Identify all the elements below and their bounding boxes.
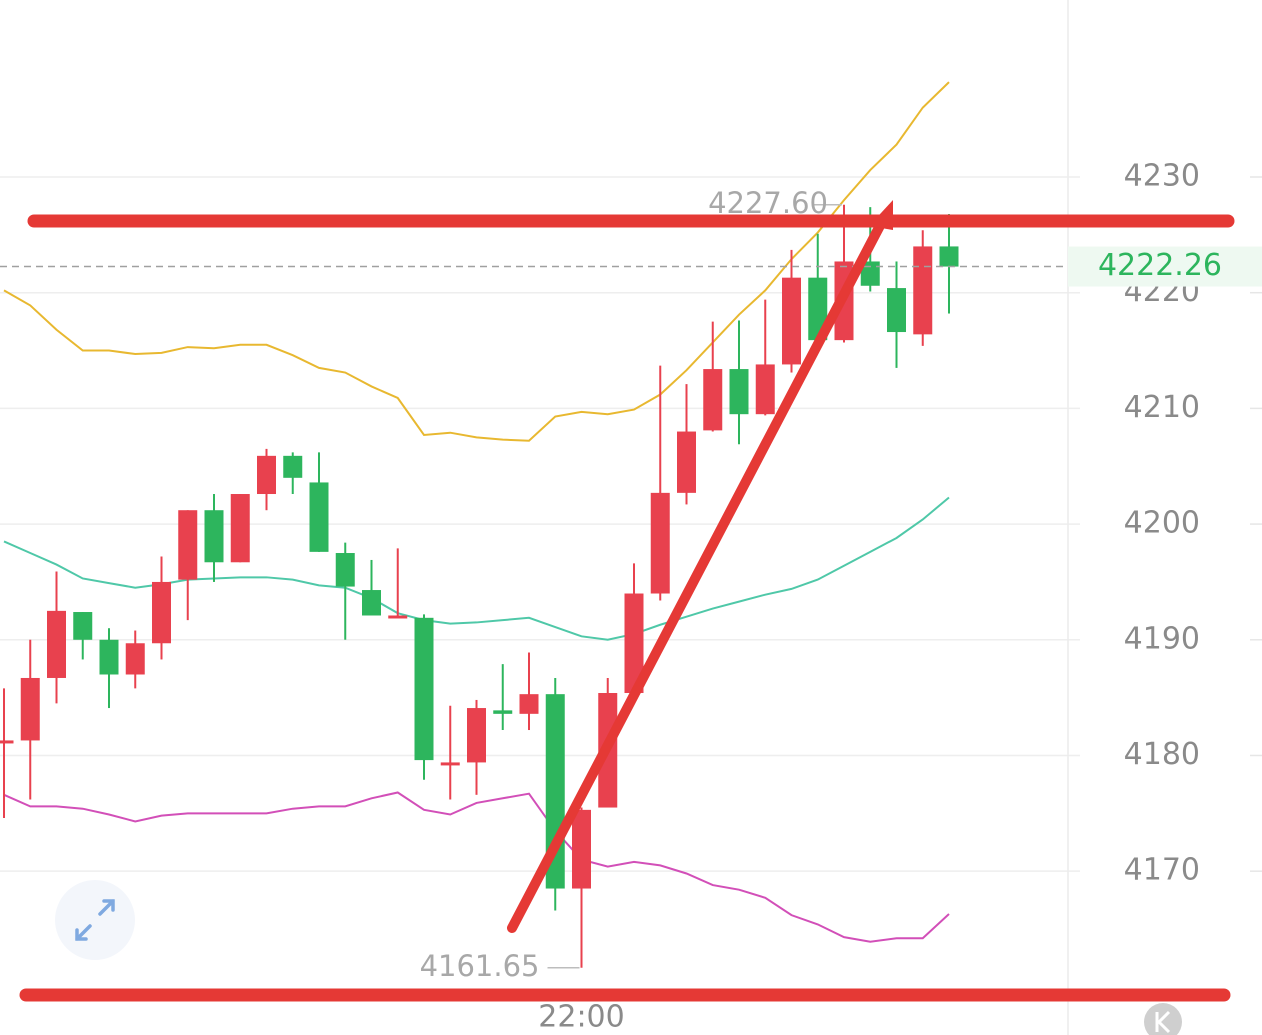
candle-body (493, 710, 513, 714)
band-line (3, 81, 950, 442)
candle-body (729, 369, 749, 415)
candle-body (808, 277, 828, 341)
k-button[interactable] (1144, 1003, 1182, 1035)
expand-bg[interactable] (55, 880, 135, 960)
candle-body (125, 643, 145, 675)
candle-body (650, 492, 670, 594)
candle-body (230, 494, 250, 563)
min-label: 4161.65 (420, 949, 540, 983)
candle-body (755, 364, 775, 415)
candle-body (887, 288, 906, 333)
candle-body (467, 708, 486, 763)
candle-body (152, 581, 171, 644)
candle-body (99, 639, 119, 675)
candle-body (257, 455, 276, 495)
arrow-head (869, 200, 893, 230)
band-line (3, 791, 950, 943)
candle-body (47, 610, 66, 678)
candle-body (624, 593, 644, 694)
k-icon (1155, 1010, 1171, 1034)
y-tick-label: 4200 (1124, 506, 1200, 541)
y-tick-label: 4210 (1124, 390, 1200, 425)
candle-body (178, 510, 198, 580)
y-tick-label: 4190 (1124, 621, 1200, 656)
x-tick-label: 22:00 (538, 1000, 624, 1035)
candle-body (782, 277, 801, 365)
trend-arrow (507, 213, 889, 933)
y-tick-label: 4180 (1124, 737, 1200, 772)
candle-body (283, 455, 303, 478)
expand-button[interactable] (55, 880, 135, 960)
max-label: 4227.60 (708, 186, 828, 220)
candle-body (703, 369, 723, 431)
candle-body (309, 482, 329, 552)
y-tick-label: 4170 (1124, 853, 1200, 888)
candle-body (73, 612, 93, 640)
candle-body (519, 694, 539, 714)
candle-body (913, 246, 933, 335)
last-price-box (1068, 246, 1262, 287)
annotations: 22:00 4227.60 4161.65 (420, 186, 842, 1035)
candle-body (860, 261, 880, 286)
band-line (3, 496, 950, 641)
candle-body (204, 510, 224, 563)
candle-body (335, 553, 355, 587)
user-drawings (19, 200, 1235, 1002)
candle-body (388, 615, 408, 619)
last-price: 4222.26 (0, 246, 1262, 287)
candle-body (414, 617, 434, 761)
candle-body (0, 740, 14, 744)
candle-body (362, 590, 381, 616)
expand-icon (75, 899, 115, 941)
candle-body (20, 677, 40, 741)
candle-body (440, 762, 460, 766)
y-tick-label: 4230 (1124, 159, 1200, 194)
last-price-label: 4222.26 (1098, 248, 1222, 283)
candle-body (572, 809, 591, 889)
candle-body (677, 431, 696, 493)
candle-body (939, 246, 959, 267)
candles (0, 204, 959, 968)
